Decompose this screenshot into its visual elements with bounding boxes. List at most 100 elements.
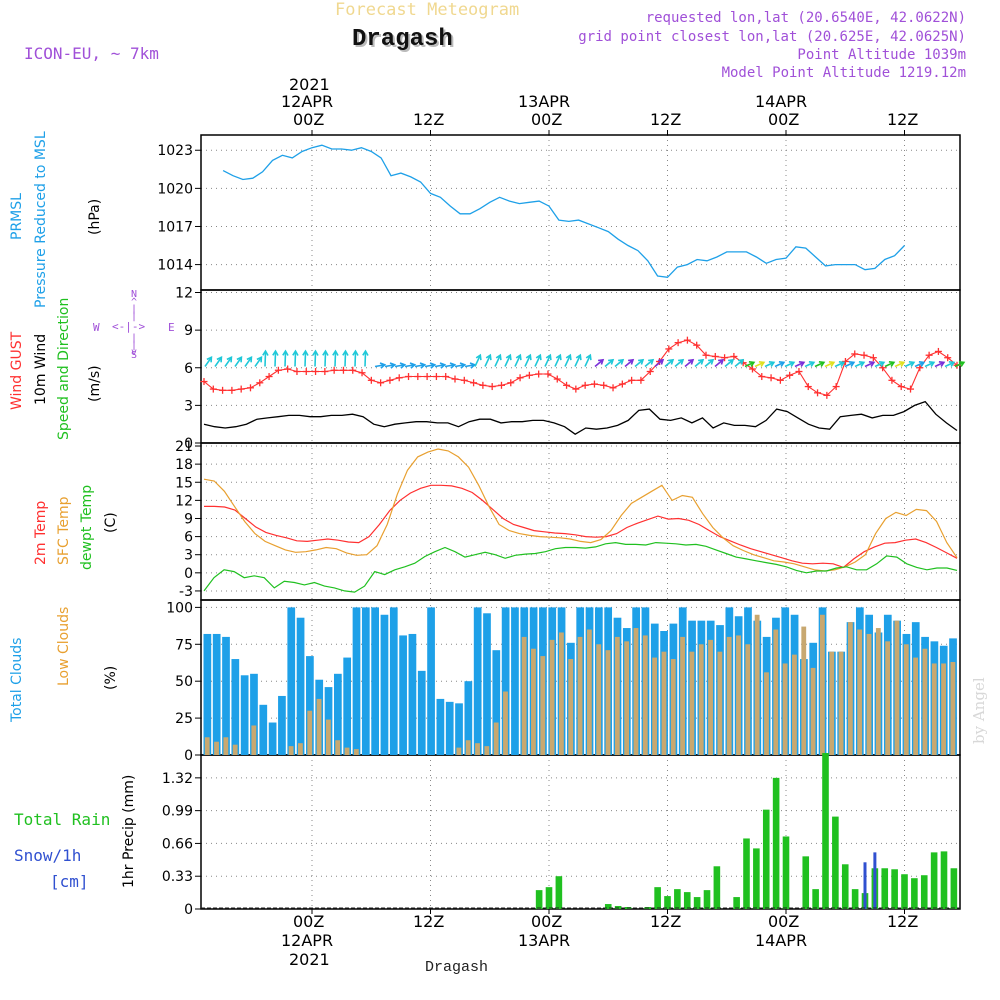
low-cloud-bar: [857, 629, 863, 755]
ytick-label: 21: [175, 439, 193, 455]
rain-bar: [881, 868, 889, 909]
wind-direction-arrow: [924, 361, 935, 368]
wind-direction-arrowhead: [362, 349, 369, 356]
wind-direction-arrow: [524, 354, 532, 367]
ytick-label: 0.33: [162, 869, 193, 885]
wind-direction-arrowhead: [515, 353, 522, 361]
low-cloud-bar: [801, 626, 807, 755]
requested-coords: requested lon,lat (20.6540E, 42.0622N): [645, 10, 966, 26]
wind-direction-arrow: [654, 359, 664, 368]
wind-direction-arrowhead: [637, 358, 645, 365]
rain-bar: [891, 869, 898, 909]
total-cloud-bar: [380, 614, 389, 755]
wind-direction-arrowhead: [429, 362, 437, 369]
wind-direction-arrowhead: [607, 358, 615, 365]
wind-direction-arrow: [504, 354, 512, 367]
low-cloud-bar: [614, 636, 620, 755]
total-cloud-bar: [296, 617, 305, 755]
wind-direction-arrowhead: [908, 361, 916, 367]
wind-direction-arrowhead: [312, 349, 319, 356]
total-cloud-bar: [399, 635, 407, 755]
wind-direction-arrow: [844, 361, 855, 368]
ytick-label: 3: [184, 398, 193, 414]
compass-w: W: [93, 321, 100, 334]
total-cloud-bar: [259, 704, 268, 755]
wind-direction-arrow: [554, 354, 562, 367]
rain-bar: [802, 856, 810, 909]
wind-direction-arrow: [374, 364, 385, 368]
wind-direction-arrow: [334, 351, 337, 367]
rain-bar: [535, 890, 543, 909]
low-cloud-bar: [950, 662, 956, 755]
wind-direction-arrow: [534, 354, 542, 367]
wind-direction-arrowhead: [439, 362, 447, 369]
low-cloud-bar: [204, 737, 210, 755]
wind-direction-arrow: [804, 361, 815, 368]
wind-direction-arrow: [734, 359, 744, 368]
wind-direction-arrow: [314, 351, 317, 367]
label-percent: (%): [103, 665, 119, 690]
total-cloud-bar: [212, 633, 221, 755]
ytick-label: 0.66: [162, 836, 193, 852]
total-cloud-bar: [343, 657, 352, 755]
ytick-label: 25: [175, 711, 193, 727]
label-snow-unit: [cm]: [50, 872, 89, 891]
low-cloud-bar: [689, 651, 695, 755]
wind-direction-arrowhead: [525, 353, 532, 361]
label-prmsl: PRMSL: [9, 193, 25, 240]
low-cloud-bar: [838, 651, 844, 755]
label-ms: (m/s): [87, 365, 103, 402]
ytick-label: 9: [184, 323, 193, 339]
total-cloud-bar: [483, 613, 491, 755]
low-cloud-bar: [670, 659, 676, 755]
wind-direction-arrowhead: [898, 361, 906, 367]
ytick-label: 18: [175, 457, 193, 473]
ytick-label: 0: [184, 436, 193, 452]
rain-bar: [683, 892, 691, 909]
wind-direction-arrow: [754, 361, 765, 368]
rain-bar: [782, 836, 790, 909]
wind-direction-arrow: [544, 354, 552, 367]
rain-bar: [901, 874, 908, 909]
low-cloud-bar: [540, 656, 546, 755]
total-cloud-bar: [436, 698, 445, 755]
wind-direction-arrowhead: [302, 349, 309, 356]
wind-direction-arrowhead: [627, 358, 635, 365]
wind-direction-arrowhead: [565, 353, 572, 361]
model-label: ICON-EU, ~ 7km: [24, 44, 159, 63]
low-cloud-bar: [353, 749, 359, 755]
wind-direction-arrow: [884, 361, 895, 368]
total-cloud-bar: [287, 607, 296, 755]
wind-direction-arrow: [444, 364, 455, 368]
snow-bar: [873, 852, 877, 909]
bottom-hour-6: 12Z: [887, 912, 919, 931]
wind-direction-arrowhead: [657, 358, 665, 365]
wind-direction-arrowhead: [246, 356, 253, 363]
wind-direction-arrow: [344, 351, 347, 367]
wind-direction-arrow: [614, 359, 624, 368]
low-cloud-bar: [894, 620, 900, 755]
wind-direction-arrow: [254, 356, 263, 367]
wind-direction-arrow: [774, 361, 785, 368]
ytick-label: 6: [184, 361, 193, 377]
wind-direction-arrow: [684, 359, 694, 368]
ytick-label: 12: [175, 493, 193, 509]
label-prmsl-long: Pressure Reduced to MSL: [33, 131, 49, 308]
wind-direction-arrow: [414, 364, 425, 368]
wind-direction-arrowhead: [597, 358, 605, 365]
wind-direction-arrow: [664, 359, 674, 368]
top-year: 2021: [289, 75, 330, 94]
rain-bar: [950, 868, 958, 909]
wind-direction-arrow: [454, 364, 465, 368]
wind-direction-arrowhead: [399, 362, 407, 369]
grid-coords: grid point closest lon,lat (20.625E, 42.…: [578, 29, 966, 45]
label-10m-wind: 10m Wind: [33, 333, 49, 405]
wind-direction-arrow: [954, 361, 965, 368]
ytick-label: 15: [175, 475, 193, 491]
low-cloud-bar: [773, 629, 779, 755]
wind-direction-arrow: [764, 361, 775, 368]
rain-bar: [654, 887, 661, 909]
wind-direction-arrowhead: [818, 361, 826, 367]
low-cloud-bar: [698, 644, 704, 755]
